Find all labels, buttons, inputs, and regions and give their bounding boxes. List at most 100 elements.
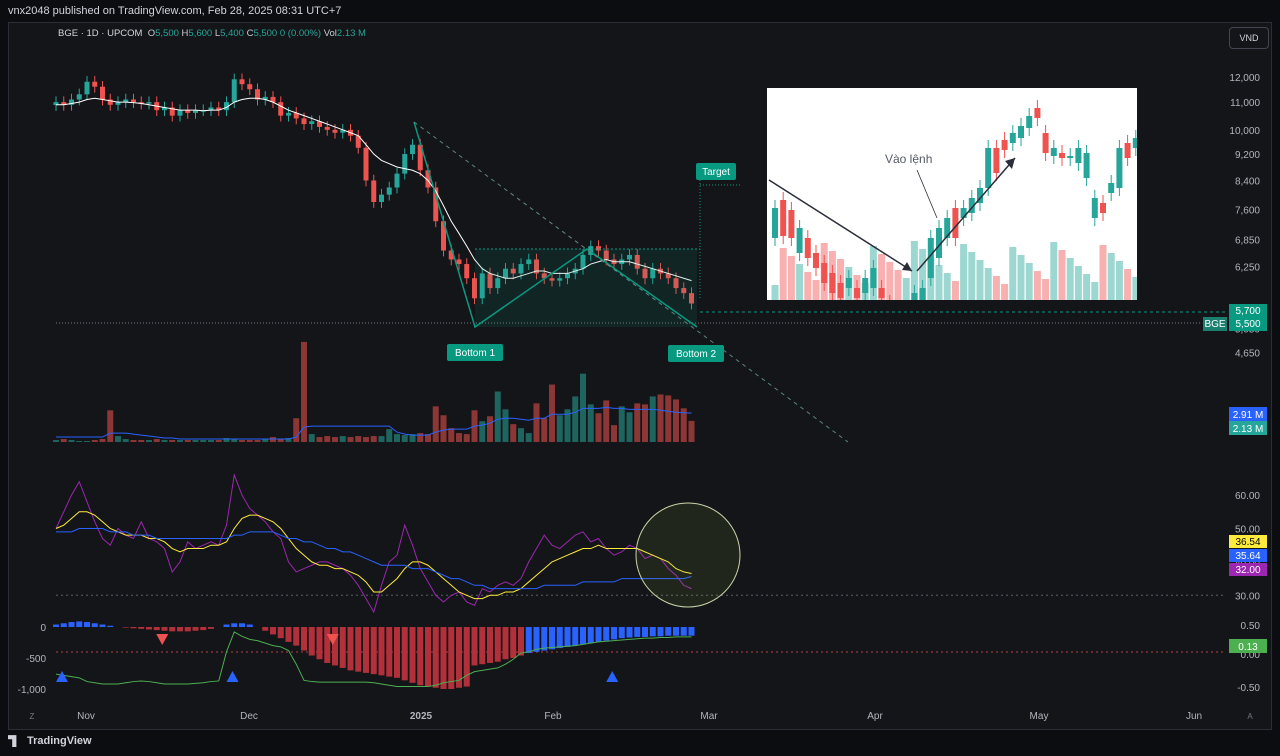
inset-candle <box>1108 183 1115 193</box>
candle-body <box>534 259 539 274</box>
volume-bar <box>665 395 672 442</box>
candle-body <box>317 121 322 127</box>
last-tag-bg <box>1229 317 1267 331</box>
inset-volume <box>1132 277 1137 300</box>
inset-candle <box>813 253 819 268</box>
inset-candle <box>862 278 869 293</box>
rsi-fast-tag: 35.64 <box>1235 551 1260 562</box>
inset-candle <box>1009 133 1016 143</box>
inset-candle <box>1132 138 1137 148</box>
macd-hist-bar <box>595 627 602 642</box>
candle-body <box>565 273 570 279</box>
volume-bar <box>277 439 284 442</box>
inset-volume <box>951 281 959 300</box>
macd-hist-bar <box>572 627 579 646</box>
inset-candle <box>1075 148 1082 163</box>
legend-change: 0 (0.00%) <box>279 28 322 39</box>
candle-body <box>503 268 508 279</box>
candle-body <box>634 254 640 269</box>
macd-hist-bar <box>518 627 524 656</box>
brand-text: TradingView <box>27 735 92 747</box>
volume-bar <box>440 415 447 442</box>
candle-body <box>472 278 477 299</box>
inset-volume <box>886 262 894 300</box>
inset-volume <box>787 256 795 300</box>
time-axis-tick: Jun <box>1186 711 1202 722</box>
volume-bar <box>494 391 501 442</box>
inset-svg: Vào lệnh <box>768 100 1137 300</box>
inset-volume <box>1115 261 1123 300</box>
candle-body <box>464 264 470 279</box>
inset-candle <box>977 188 983 203</box>
inset-candle <box>911 293 918 300</box>
macd-left-tick: -1,000 <box>18 685 47 696</box>
volume-bar <box>138 440 145 442</box>
macd-hist-bar <box>649 627 656 637</box>
volume-bar <box>518 428 524 442</box>
macd-hist-bar <box>394 627 400 678</box>
candle-body <box>278 102 284 116</box>
inset-volume <box>1033 271 1041 300</box>
currency-button[interactable]: VND <box>1229 27 1269 49</box>
macd-hist-bar <box>425 627 431 687</box>
volume-bar <box>316 437 323 442</box>
macd-hist-bar <box>494 627 501 662</box>
time-axis-tick: Apr <box>867 711 883 722</box>
macd-hist-bar <box>541 627 548 651</box>
price-axis-tick: 10,000 <box>1229 126 1260 137</box>
macd-hist-bar <box>432 627 439 688</box>
legend-vol-value: 2.13 M <box>336 28 366 39</box>
volume-bar <box>510 424 517 442</box>
inset-candle <box>1083 153 1090 178</box>
macd-right-tick: 0.00 <box>1241 650 1261 661</box>
volume-bar <box>91 440 98 442</box>
inset-volume <box>992 276 1000 300</box>
inset-candle <box>878 288 885 298</box>
candle-body <box>518 264 524 274</box>
candle-body <box>92 81 98 87</box>
macd-hist-bar <box>107 625 114 627</box>
rsi-ma-tag: 36.54 <box>1235 537 1260 548</box>
volume-bar <box>680 408 687 442</box>
candle-body <box>433 187 439 222</box>
candle-body <box>293 112 299 119</box>
target-label-bg <box>696 163 736 180</box>
vol-ma-tag: 2.91 M <box>1233 410 1264 421</box>
macd-hist-bar <box>370 627 377 675</box>
volume-bar <box>192 440 199 442</box>
sell-signal-icon <box>156 634 169 645</box>
volume-bar <box>673 399 679 442</box>
volume-bar <box>463 434 470 442</box>
volume-bar <box>60 439 67 442</box>
macd-hist-bar <box>277 627 284 639</box>
macd-hist-bar <box>479 627 486 665</box>
volume-bar <box>208 440 214 442</box>
vol-tag-bg <box>1229 421 1267 435</box>
rsi-series-2 <box>56 527 692 590</box>
inset-volume <box>779 248 787 300</box>
inset-volume <box>853 275 861 300</box>
candle-body <box>379 194 384 203</box>
macd-hist-bar <box>153 627 160 631</box>
bottom2-label-bg <box>668 345 724 362</box>
inset-volume <box>861 283 869 300</box>
macd-hist-bar <box>448 627 455 689</box>
candle-body <box>131 99 136 103</box>
volume-bar <box>487 416 493 442</box>
macd-hist-bar <box>68 622 75 627</box>
candle-body <box>495 278 501 289</box>
legend-l-label: L <box>214 28 221 39</box>
macd-hist-bar <box>285 627 292 642</box>
rsi-axis-tick: 50.00 <box>1235 524 1260 535</box>
inset-arrow-down <box>768 179 913 272</box>
volume-bar <box>177 440 183 442</box>
macd-hist-bar <box>200 627 207 631</box>
inset-candle <box>1100 203 1106 213</box>
macd-hist-bar <box>556 627 563 649</box>
macd-hist-bar <box>626 627 633 638</box>
macd-hist-bar <box>603 627 610 641</box>
inset-arrow-head <box>902 262 912 271</box>
candle-body <box>479 273 485 299</box>
macd-hist-bar <box>487 627 493 663</box>
macd-hist-bar <box>525 627 532 654</box>
